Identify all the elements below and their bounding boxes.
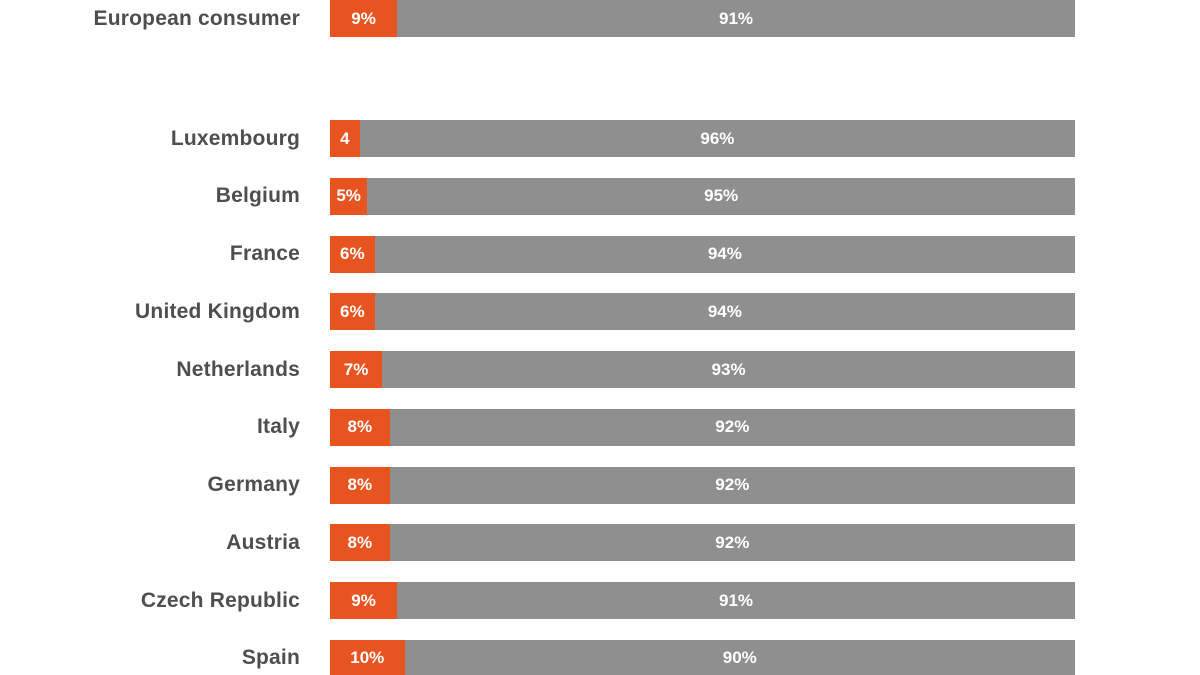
chart-row: Austria 8% 92% [0,524,1200,562]
bar-segment-gray: 94% [374,235,1075,273]
chart-row: United Kingdom 6% 94% [0,293,1200,331]
category-label: Germany [207,473,300,496]
category-label: Belgium [215,184,300,208]
bar-segment-orange: 5% [330,177,368,215]
category-label: Austria [226,530,300,554]
bar-segment-gray: 91% [397,0,1075,37]
category-label: Spain [241,646,300,670]
bar-segment-gray: 94% [374,293,1075,331]
bar-segment-orange: 8% [330,466,390,504]
bar-segment-orange: 7% [330,351,383,388]
bar: 6% 94% [330,293,1075,331]
bar-segment-gray: 92% [389,408,1075,446]
bar-segment-gray: 93% [382,351,1075,388]
chart-row: Belgium 5% 95% [0,177,1200,215]
chart-row: Germany 8% 92% [0,466,1200,504]
chart-row: Italy 8% 92% [0,408,1200,446]
bar-segment-orange: 9% [330,0,398,37]
category-label: Luxembourg [170,126,300,150]
bar-segment-orange: 4 [330,120,360,157]
bar-segment-orange: 8% [330,408,390,446]
bar: 8% 92% [330,524,1075,562]
bar-segment-gray: 92% [389,466,1075,504]
category-label: Netherlands [176,357,300,381]
chart-row: European consumer 9% 91% [0,0,1200,37]
bar-segment-gray: 95% [367,177,1075,215]
bar-segment-orange: 6% [330,235,375,273]
category-label: Italy [256,415,300,439]
bar: 4 96% [330,120,1075,157]
bar: 9% 91% [330,582,1075,619]
bar: 8% 92% [330,466,1075,504]
chart-row: Netherlands 7% 93% [0,351,1200,388]
bar-segment-orange: 9% [330,582,398,619]
chart-row: Luxembourg 4 96% [0,120,1200,157]
bar: 7% 93% [330,351,1075,388]
chart-row: France 6% 94% [0,235,1200,273]
bar-segment-gray: 91% [397,582,1075,619]
bar: 6% 94% [330,235,1075,273]
category-label: United Kingdom [135,299,300,323]
chart-row: Czech Republic 9% 91% [0,582,1200,619]
bar: 5% 95% [330,177,1075,215]
bar-segment-gray: 96% [359,120,1075,157]
category-label: European consumer [93,6,300,30]
bar-segment-orange: 10% [330,639,405,675]
bar: 10% 90% [330,639,1075,675]
bar-segment-gray: 92% [389,524,1075,562]
category-label: France [229,242,300,265]
category-label: Czech Republic [140,588,300,612]
bar: 9% 91% [330,0,1075,37]
bar-segment-gray: 90% [404,639,1075,675]
bar-segment-orange: 6% [330,293,375,331]
bar: 8% 92% [330,408,1075,446]
bar-segment-orange: 8% [330,524,390,562]
chart-row: Spain 10% 90% [0,639,1200,675]
